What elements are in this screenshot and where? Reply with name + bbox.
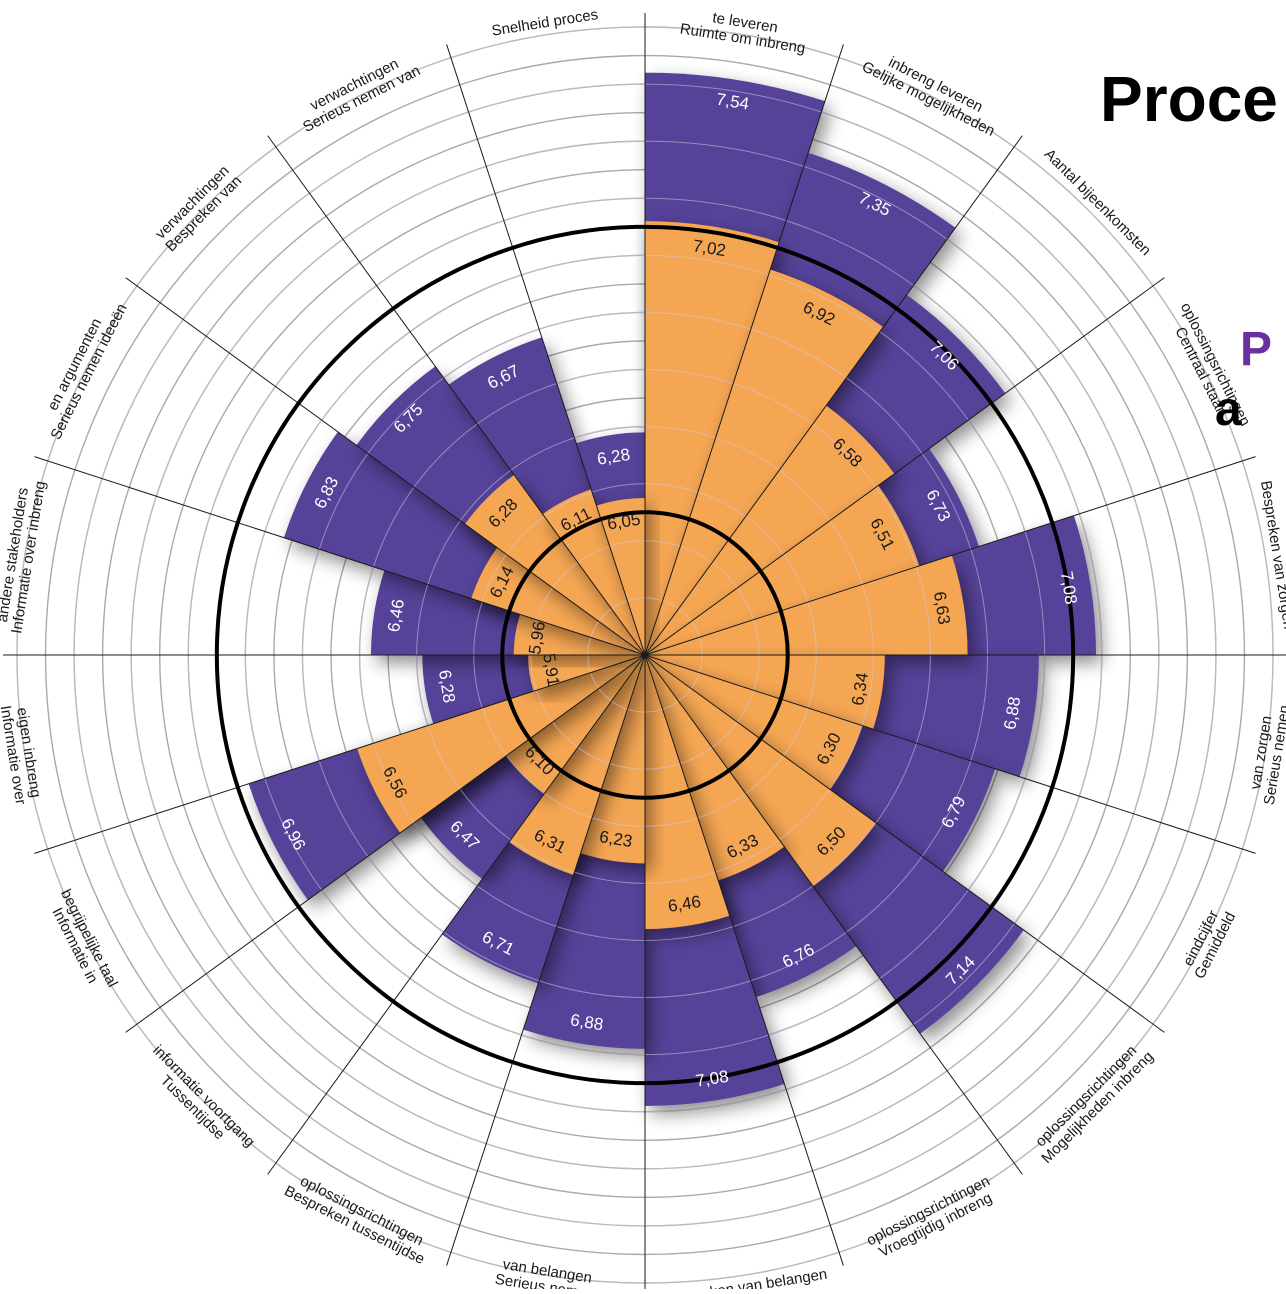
bar-secondary-16 xyxy=(471,547,645,655)
spoke-13 xyxy=(125,654,646,1033)
reference-circle-0 xyxy=(500,510,790,800)
spoke-19 xyxy=(446,44,646,656)
value-label-secondary-9: 6,46 xyxy=(667,892,703,916)
category-label-12-line-1: informatie voortgang xyxy=(149,1042,258,1151)
spoke-16 xyxy=(34,456,646,656)
value-label-secondary-15: 5,96 xyxy=(525,620,549,656)
value-label-secondary-10: 6,23 xyxy=(598,827,634,851)
bar-secondary-12 xyxy=(506,655,645,794)
bars-series-b xyxy=(357,221,968,930)
bar-secondary-1 xyxy=(645,269,884,655)
spoke-4 xyxy=(644,456,1256,656)
bar-secondary-13 xyxy=(357,655,645,833)
spoke-6 xyxy=(644,654,1256,854)
reference-circle-1 xyxy=(214,224,1076,1086)
bar-secondary-4 xyxy=(645,555,968,655)
value-label-secondary-5: 6,34 xyxy=(848,671,872,707)
bar-secondary-17 xyxy=(464,474,645,655)
spoke-3 xyxy=(644,277,1165,656)
title-sub-line2: a xyxy=(1215,383,1242,436)
category-label-9-line-0: Bespreken van belangen xyxy=(662,1266,829,1289)
spoke-18 xyxy=(267,135,646,656)
bar-secondary-7 xyxy=(645,655,876,886)
spoke-11 xyxy=(446,654,646,1266)
bar-secondary-6 xyxy=(645,655,863,790)
title-main: Proce xyxy=(1100,63,1278,135)
value-label-primary-4: 7,08 xyxy=(1057,570,1081,606)
category-label-7-line-0: Mogelijkheden inbreng xyxy=(1038,1048,1157,1167)
value-label-secondary-4: 6,63 xyxy=(930,590,954,626)
value-label-primary-14: 6,28 xyxy=(435,669,459,705)
value-label-primary-5: 6,88 xyxy=(1000,695,1024,731)
bar-secondary-18 xyxy=(542,489,645,655)
value-label-secondary-19: 6,05 xyxy=(606,510,642,534)
value-label-primary-9: 7,08 xyxy=(694,1067,730,1091)
spoke-7 xyxy=(644,654,1165,1033)
bar-secondary-11 xyxy=(509,655,645,875)
category-label-2-line-0: Aantal bijeenkomsten xyxy=(1041,146,1154,259)
bar-secondary-0 xyxy=(645,221,780,656)
spoke-9 xyxy=(644,654,844,1266)
bar-secondary-10 xyxy=(580,655,645,864)
value-label-primary-15: 6,46 xyxy=(384,598,408,634)
title-sub-line1: P xyxy=(1240,323,1273,376)
spokes xyxy=(3,13,1286,1294)
bar-secondary-19 xyxy=(596,498,645,655)
bar-secondary-5 xyxy=(645,655,885,730)
value-label-secondary-0: 7,02 xyxy=(692,236,728,260)
bar-secondary-2 xyxy=(645,405,895,655)
spoke-14 xyxy=(34,654,646,854)
value-label-primary-19: 6,28 xyxy=(596,445,632,469)
value-label-primary-10: 6,88 xyxy=(569,1010,605,1034)
spoke-2 xyxy=(644,135,1023,656)
spoke-1 xyxy=(644,44,844,656)
spoke-12 xyxy=(267,654,646,1175)
reference-circles xyxy=(214,224,1076,1086)
value-label-primary-0: 7,54 xyxy=(715,90,751,114)
bar-secondary-3 xyxy=(645,485,920,655)
spoke-8 xyxy=(644,654,1023,1175)
value-label-secondary-14: 5,91 xyxy=(539,652,563,688)
bar-secondary-8 xyxy=(645,655,785,881)
spoke-17 xyxy=(125,277,646,656)
